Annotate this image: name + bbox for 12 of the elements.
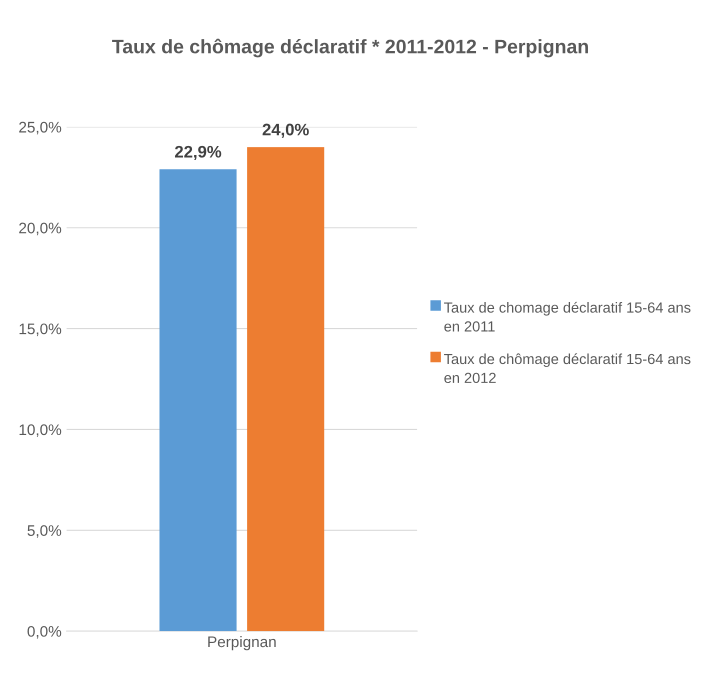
y-tick-label: 10,0% (20, 424, 62, 437)
y-tick-label: 0,0% (28, 626, 62, 639)
data-label: 24,0% (262, 124, 309, 138)
y-tick-label: 20,0% (19, 222, 62, 236)
y-tick-label: 15,0% (20, 323, 62, 336)
data-label: 22,9% (174, 146, 222, 160)
legend-label: Taux de chômage déclaratif 15-64 ans en 2012 (444, 353, 690, 384)
chart-title: Taux de chômage déclaratif * 2011-2012 - Perpignan (112, 38, 588, 58)
y-tick-label: 5,0% (28, 525, 62, 538)
x-tick-label: Perpignan (208, 636, 276, 650)
legend-label: Taux de chomage déclaratif 15-64 ans en 2011 (444, 302, 690, 332)
y-tick-label: 25,0% (19, 122, 62, 134)
